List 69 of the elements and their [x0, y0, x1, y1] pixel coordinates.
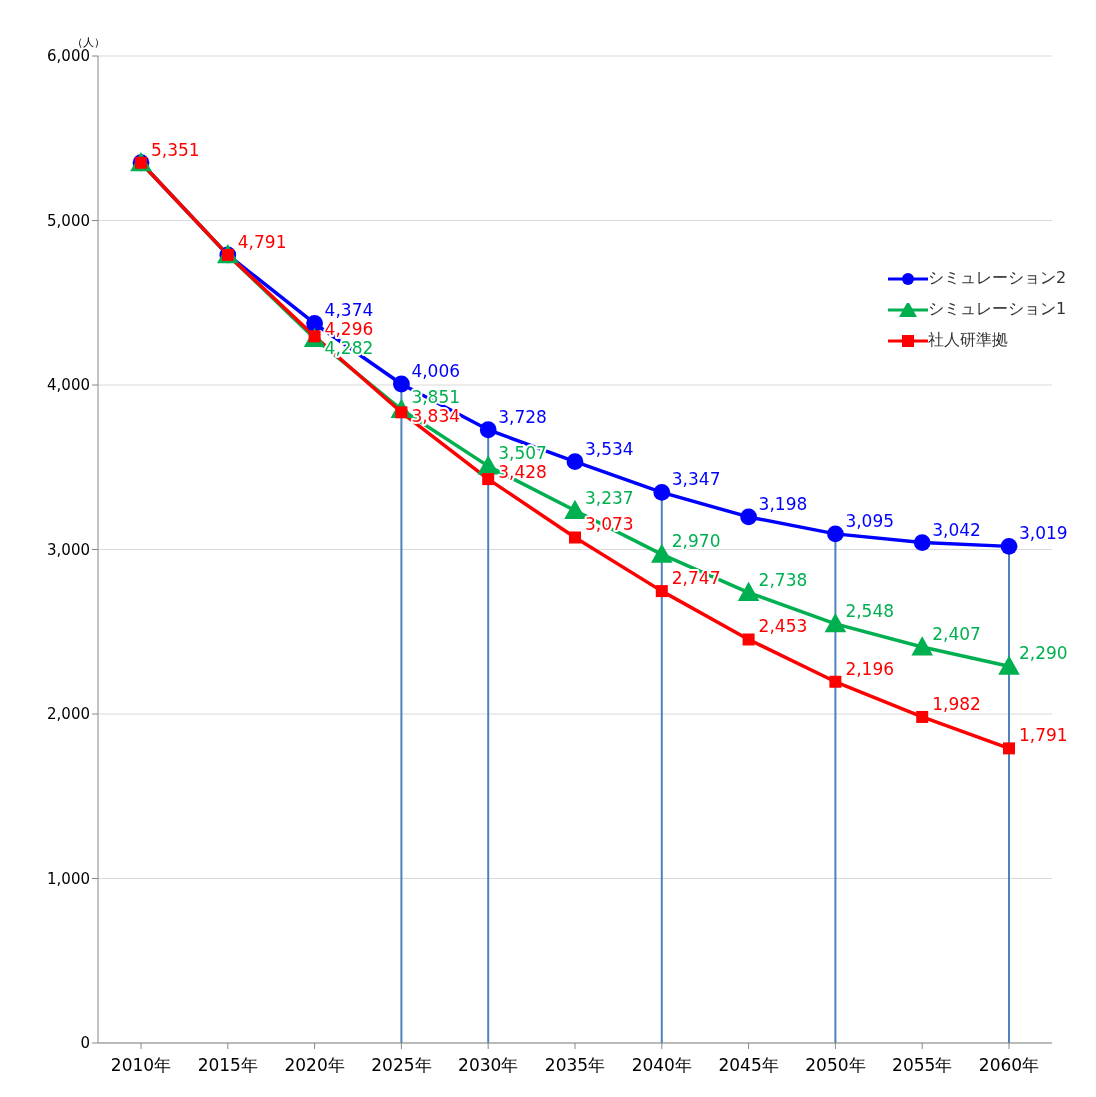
point	[737, 581, 760, 601]
point	[911, 636, 933, 656]
data-label: 3,347	[671, 469, 721, 490]
point	[824, 613, 847, 633]
point	[913, 534, 931, 551]
x-tick-label: 2055年	[892, 1055, 953, 1076]
legend-label: 社人研準拠	[928, 330, 1008, 351]
data-label: 4,296	[324, 319, 374, 340]
y-tick-label: 5,000	[47, 211, 90, 230]
data-label: 2,747	[671, 568, 721, 589]
data-label: 4,374	[324, 300, 374, 321]
y-tick-label: 4,000	[47, 376, 90, 395]
x-tick-label: 2050年	[805, 1055, 866, 1076]
y-tick-label: 6,000	[47, 47, 90, 66]
x-tick-label: 2030年	[458, 1055, 519, 1076]
x-tick-label: 2060年	[978, 1055, 1040, 1076]
y-tick-label: 0	[80, 1034, 90, 1053]
x-tick-label: 2040年	[631, 1055, 692, 1076]
y-tick-label: 3,000	[47, 540, 90, 559]
data-label: 2,970	[671, 531, 721, 552]
x-tick-label: 2025年	[371, 1055, 432, 1076]
data-label: 2,407	[932, 624, 981, 645]
x-tick-label: 2020年	[284, 1055, 345, 1076]
point	[306, 315, 323, 332]
point	[742, 633, 755, 646]
point	[651, 543, 673, 563]
data-label: 3,428	[498, 462, 547, 483]
data-label: 3,198	[758, 493, 808, 514]
x-tick-label: 2010年	[110, 1055, 172, 1076]
y-axis-title: （人）	[71, 36, 105, 49]
data-label: 5,351	[151, 139, 200, 160]
legend-label: シミュレーション2	[928, 268, 1067, 289]
data-label: 1,982	[932, 693, 981, 714]
data-label: 4,006	[411, 361, 461, 382]
data-label: 3,728	[498, 406, 547, 427]
data-label: 2,738	[758, 569, 808, 590]
data-label: 3,534	[585, 438, 634, 459]
data-label: 2,548	[845, 600, 895, 621]
point	[566, 453, 584, 471]
point	[916, 710, 929, 723]
x-tick-label: 2045年	[718, 1055, 779, 1076]
point	[1000, 537, 1018, 555]
point	[393, 375, 410, 393]
data-label: 3,507	[498, 443, 547, 464]
data-label: 1,791	[1019, 725, 1068, 746]
y-tick-label: 1,000	[47, 869, 90, 888]
point	[740, 508, 757, 526]
data-label: 3,042	[932, 519, 981, 540]
y-tick-label: 2,000	[47, 705, 90, 724]
data-label: 2,453	[758, 616, 808, 637]
point	[482, 473, 495, 486]
point	[827, 525, 844, 543]
data-label: 3,095	[845, 510, 895, 531]
point	[569, 531, 581, 544]
data-label: 2,196	[845, 658, 895, 679]
point	[829, 675, 842, 688]
point	[653, 484, 671, 501]
data-label: 2,290	[1019, 643, 1068, 664]
point	[479, 421, 497, 439]
point	[655, 585, 668, 598]
data-label: 3,237	[585, 487, 634, 508]
x-tick-label: 2015年	[197, 1055, 258, 1076]
point	[1003, 742, 1015, 755]
point	[998, 655, 1020, 675]
data-label: 3,019	[1019, 523, 1068, 544]
data-label: 4,791	[237, 231, 287, 252]
legend-label: シミュレーション1	[928, 299, 1067, 320]
x-tick-label: 2035年	[544, 1055, 606, 1076]
point	[564, 499, 586, 519]
